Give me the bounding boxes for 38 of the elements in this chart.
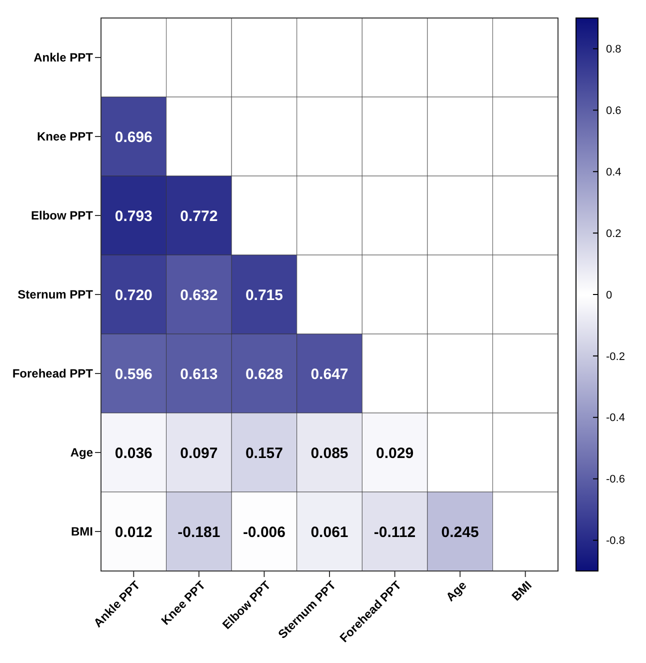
y-tick-label: Ankle PPT bbox=[34, 50, 94, 65]
data-label: 0.029 bbox=[376, 444, 414, 462]
data-label: 0.085 bbox=[310, 444, 348, 462]
data-label: -0.112 bbox=[374, 524, 416, 541]
color-bar-label: 0.8 bbox=[606, 44, 622, 56]
color-bar-label: -0.6 bbox=[606, 474, 625, 486]
y-tick-label: Knee PPT bbox=[36, 130, 94, 144]
data-label: 0.596 bbox=[114, 366, 152, 383]
y-tick-label: Sternum PPT bbox=[18, 288, 94, 302]
data-label: 0.012 bbox=[114, 524, 152, 541]
data-label: 0.613 bbox=[180, 366, 218, 383]
data-label: 0.772 bbox=[180, 208, 218, 225]
color-bar-label: 0.2 bbox=[606, 228, 622, 240]
data-label: 0.793 bbox=[114, 208, 152, 225]
y-tick-label: BMI bbox=[71, 524, 93, 539]
color-bar-label: -0.4 bbox=[606, 412, 625, 424]
y-tick-label: Age bbox=[70, 446, 94, 460]
color-bar-label: -0.2 bbox=[606, 350, 625, 363]
color-bar-label: 0.4 bbox=[606, 166, 622, 178]
color-bar-label: 0 bbox=[606, 289, 612, 302]
data-label: 0.720 bbox=[114, 286, 152, 304]
data-label: 0.632 bbox=[180, 286, 218, 304]
data-label: 0.696 bbox=[114, 128, 152, 146]
data-label: 0.061 bbox=[310, 524, 348, 541]
y-tick-label: Forehead PPT bbox=[12, 366, 94, 381]
data-label: 0.097 bbox=[180, 444, 218, 462]
color-bar-label: -0.8 bbox=[606, 535, 625, 548]
data-label: 0.036 bbox=[114, 444, 152, 462]
data-label: 0.715 bbox=[245, 286, 283, 304]
data-label: 0.157 bbox=[245, 444, 283, 462]
data-label: 0.628 bbox=[245, 366, 283, 383]
data-label: -0.006 bbox=[242, 524, 286, 541]
data-label: 0.647 bbox=[310, 366, 348, 383]
data-label: -0.181 bbox=[178, 524, 220, 541]
x-tick-label: Age bbox=[443, 578, 470, 604]
y-tick-label: Elbow PPT bbox=[30, 208, 94, 223]
color-bar-label: 0.6 bbox=[606, 105, 622, 118]
data-label: 0.245 bbox=[441, 524, 479, 541]
